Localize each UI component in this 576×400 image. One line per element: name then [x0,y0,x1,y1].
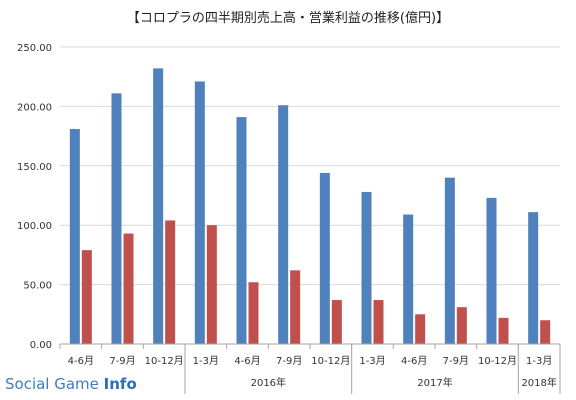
x-tick-label: 10-12月 [311,355,350,367]
chart-title: 【コロプラの四半期別売上高・営業利益の推移(億円)】 [127,10,449,26]
x-tick-label: 10-12月 [478,355,517,367]
bar-series-1 [111,93,122,344]
y-axis: 0.00 50.00 100.00 150.00 200.00 250.00 [17,43,52,351]
y-tick-label: 200.00 [17,102,52,113]
bar-series-2 [290,270,301,344]
bar-series-2 [165,220,176,344]
bar-series-1 [319,172,330,344]
bar-series-2 [123,233,134,344]
bar-series-1 [236,117,247,344]
x-tick-label: 4-6月 [234,355,260,367]
bar-series-1 [194,81,205,345]
y-tick-label: 250.00 [17,43,52,54]
year-label: 2018年 [521,376,556,389]
x-tick-label: 7-9月 [443,355,469,367]
y-tick-label: 50.00 [23,281,52,292]
bar-series-1 [403,214,414,344]
bar-series-2 [498,317,509,344]
bar-series-1 [69,128,80,344]
x-tick-label: 1-3月 [193,355,219,367]
bar-series-2 [540,320,551,344]
x-tick-label: 10-12月 [145,355,184,367]
y-tick-label: 150.00 [17,162,52,173]
bar-series-1 [278,105,289,344]
bar-series-2 [81,250,92,344]
bar-series-2 [456,307,467,344]
y-tick-label: 0.00 [30,340,52,351]
bar-series-1 [486,197,497,344]
bar-series-1 [528,212,539,344]
year-label: 2017年 [417,376,452,389]
bars [69,68,551,345]
grid [60,46,560,286]
site-watermark: Social Game Info [5,375,137,393]
x-axis: 4-6月 7-9月 10-12月 1-3月 4-6月 7-9月 10-12月 1-3月 4-6月… [59,343,561,394]
x-tick-label: 7-9月 [276,355,302,367]
bar-series-1 [153,68,164,344]
watermark-text: Social Game [5,375,104,393]
year-label: 2016年 [251,376,286,389]
bar-series-2 [415,314,426,344]
bar-series-1 [361,191,372,344]
x-tick-label: 4-6月 [401,355,427,367]
bar-series-2 [331,300,342,344]
bar-series-2 [373,300,384,344]
watermark-text-bold: Info [103,375,137,393]
y-tick-label: 100.00 [17,221,52,232]
x-tick-label: 1-3月 [359,355,385,367]
x-tick-label: 7-9月 [109,355,135,367]
bar-series-2 [248,282,259,344]
x-tick-label: 1-3月 [526,355,552,367]
bar-series-1 [444,177,455,344]
x-tick-label: 4-6月 [68,355,94,367]
bar-series-2 [206,225,217,344]
